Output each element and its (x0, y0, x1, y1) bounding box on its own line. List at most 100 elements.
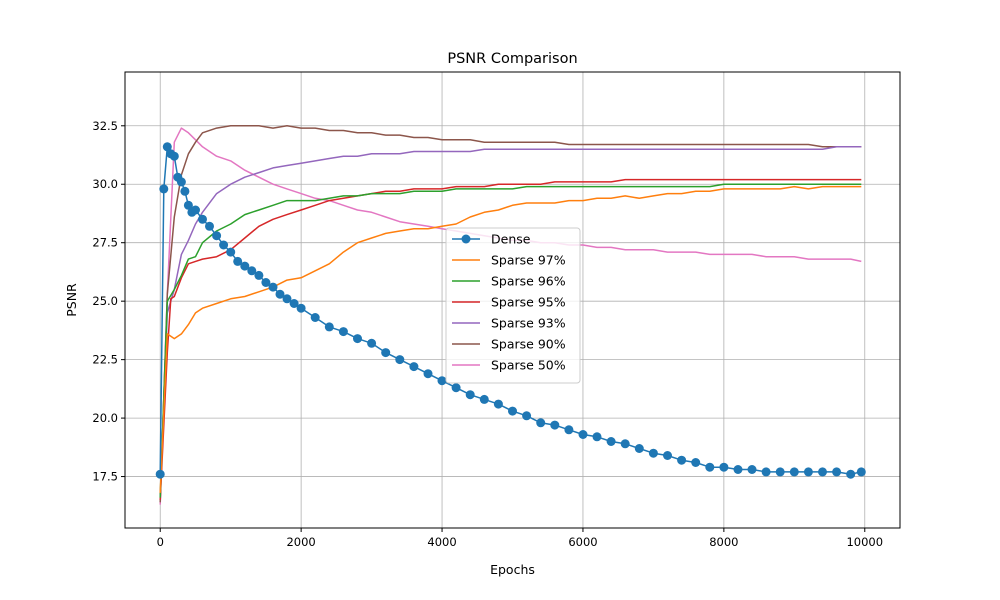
data-point (719, 462, 729, 472)
data-point (663, 451, 672, 460)
x-axis-ticks: 0 2000 4000 6000 8000 10000 (157, 528, 883, 549)
x-tick-label: 8000 (709, 535, 738, 549)
legend-entry-sparse-93: Sparse 93% (452, 316, 566, 331)
data-point (606, 437, 616, 446)
data-point (479, 394, 489, 404)
series-line-sparse-97 (159, 185, 862, 493)
data-point (578, 430, 588, 439)
data-point (818, 467, 827, 477)
series-line-sparse-90 (159, 125, 862, 503)
legend-entry-sparse-97: Sparse 97% (452, 253, 566, 268)
legend-marker (461, 234, 471, 244)
data-point (522, 411, 532, 421)
legend-label: Dense (491, 232, 531, 247)
data-point (747, 465, 757, 474)
legend-label: Sparse 90% (491, 337, 566, 352)
data-point (620, 439, 630, 449)
data-point (191, 205, 200, 215)
data-point (803, 467, 813, 477)
series-line-sparse-93 (159, 146, 862, 500)
plot-frame (124, 71, 901, 529)
x-tick-label: 6000 (568, 535, 597, 549)
legend-entry-sparse-50: Sparse 50% (452, 358, 566, 373)
data-point (233, 256, 243, 266)
data-point (648, 448, 658, 458)
data-point (832, 467, 842, 477)
data-point (367, 338, 377, 348)
series-line-sparse-96 (159, 183, 862, 498)
data-point (846, 469, 856, 479)
legend-label: Sparse 93% (491, 316, 566, 331)
data-point (180, 186, 190, 196)
data-point (198, 214, 207, 224)
series-dense (155, 142, 866, 479)
data-point (564, 425, 574, 435)
data-point (733, 465, 743, 474)
data-point (324, 322, 334, 332)
legend-entry-sparse-95: Sparse 95% (452, 295, 566, 310)
data-point (409, 362, 419, 372)
data-point (761, 467, 771, 477)
data-point (465, 390, 475, 400)
data-point (162, 142, 172, 152)
data-point (789, 467, 799, 477)
legend-label: Sparse 96% (491, 274, 566, 289)
x-tick-label: 4000 (427, 535, 456, 549)
data-point (254, 270, 264, 280)
data-point (353, 334, 362, 344)
data-point (261, 278, 271, 287)
data-point (451, 383, 461, 393)
series-sparse-97 (159, 185, 862, 493)
x-tick-label: 2000 (286, 535, 315, 549)
data-point (705, 462, 715, 472)
series-group (155, 125, 866, 505)
y-tick-label: 17.5 (92, 470, 118, 484)
data-point (310, 313, 320, 322)
data-point (856, 467, 866, 477)
y-axis-label: PSNR (64, 283, 79, 317)
data-point (289, 299, 299, 308)
y-tick-label: 32.5 (92, 119, 118, 133)
data-point (226, 247, 236, 257)
data-point (437, 376, 447, 386)
y-axis-ticks: 17.5 20.0 22.5 25.0 27.5 30.0 32.5 (92, 119, 125, 484)
data-point (381, 348, 391, 358)
y-tick-label: 25.0 (92, 294, 118, 308)
series-sparse-96 (159, 183, 862, 498)
legend-label: Sparse 50% (491, 358, 566, 373)
legend-entry-dense: Dense (452, 232, 531, 247)
data-point (691, 458, 701, 467)
y-tick-label: 27.5 (92, 236, 118, 250)
legend-entry-sparse-96: Sparse 96% (452, 274, 566, 289)
data-point (493, 399, 503, 409)
data-point (536, 418, 546, 428)
data-point (159, 184, 169, 194)
data-point (282, 294, 292, 304)
data-point (550, 420, 560, 430)
data-point (219, 240, 229, 250)
x-tick-label: 0 (157, 535, 164, 549)
data-point (155, 469, 165, 479)
y-tick-label: 20.0 (92, 411, 118, 425)
data-point (296, 303, 306, 313)
legend: Dense Sparse 97% Sparse 96% Sparse 95% Spars… (445, 227, 581, 384)
data-point (275, 289, 285, 299)
data-point (775, 467, 785, 477)
data-point (592, 432, 602, 442)
x-tick-label: 10000 (846, 535, 883, 549)
x-axis-label: Epochs (490, 562, 535, 577)
data-point (395, 355, 405, 365)
legend-entry-sparse-90: Sparse 90% (452, 337, 566, 352)
data-point (677, 455, 687, 465)
series-sparse-93 (159, 146, 862, 500)
data-point (508, 406, 517, 416)
data-point (176, 177, 186, 187)
data-point (338, 327, 348, 337)
legend-label: Sparse 95% (491, 295, 566, 310)
y-tick-label: 22.5 (92, 353, 118, 367)
data-point (212, 231, 222, 241)
series-sparse-90 (159, 125, 862, 503)
data-point (169, 151, 179, 161)
legend-label: Sparse 97% (491, 253, 566, 268)
